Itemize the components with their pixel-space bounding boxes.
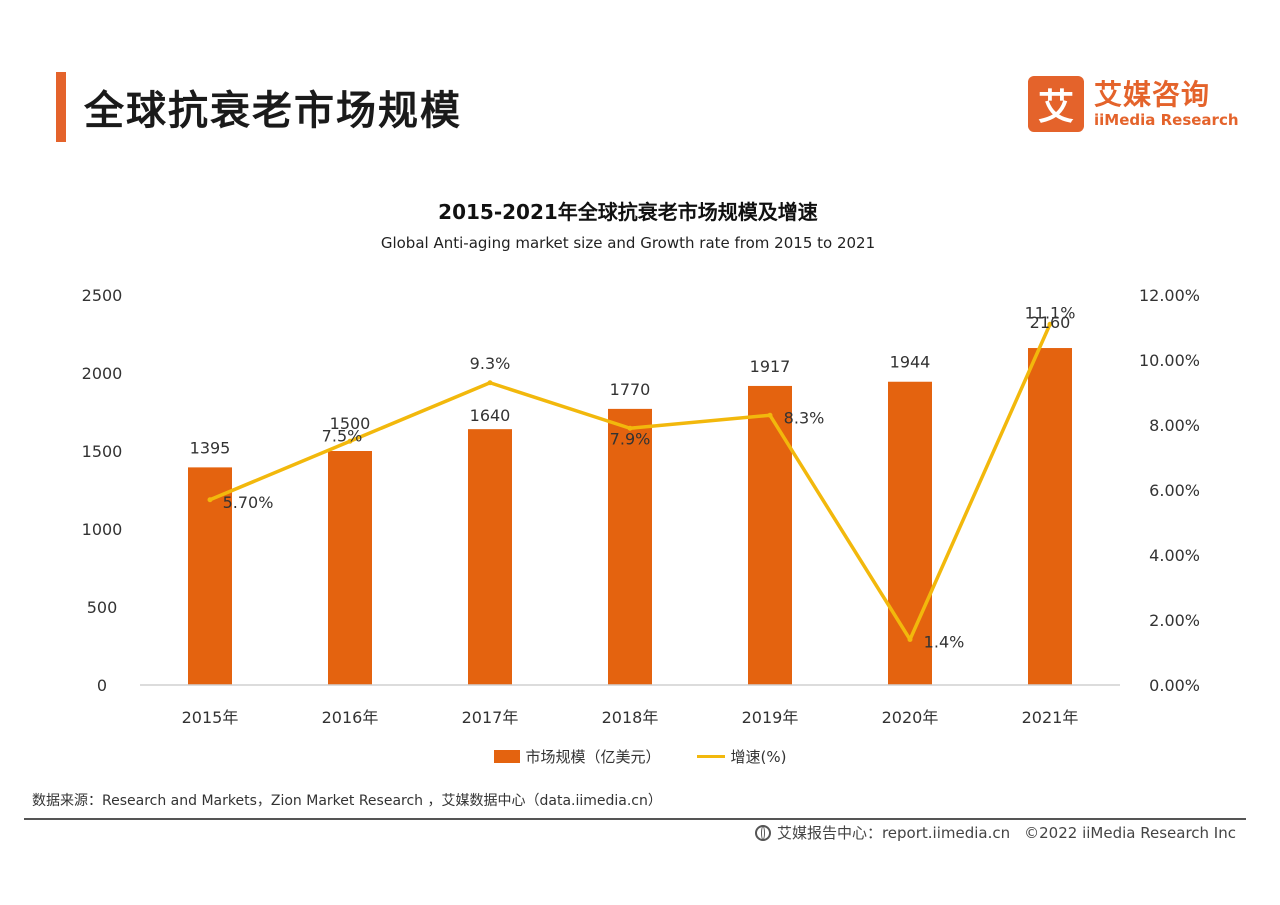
footer: 艾媒报告中心：report.iimedia.cn ©2022 iiMedia R…	[754, 822, 1236, 843]
growth-value-label: 7.9%	[610, 429, 651, 448]
growth-value-label: 1.4%	[924, 633, 965, 652]
growth-value-label: 9.3%	[470, 354, 511, 373]
bar-0	[188, 467, 232, 685]
y-left-tick-label: 1000	[82, 520, 123, 539]
bar-value-label: 1500	[330, 414, 371, 433]
page-title: 全球抗衰老市场规模	[84, 88, 462, 134]
x-tick-label: 2017年	[462, 708, 519, 727]
y-right-tick-label: 12.00%	[1139, 286, 1200, 305]
growth-value-label: 5.70%	[223, 493, 274, 512]
y-left-tick-label: 2500	[82, 286, 123, 305]
x-tick-label: 2021年	[1022, 708, 1079, 727]
growth-value-label: 7.5%	[322, 426, 363, 445]
bar-value-label: 1770	[610, 380, 651, 399]
growth-point-4	[767, 412, 773, 418]
bar-value-label: 1917	[750, 357, 791, 376]
bar-6	[1028, 348, 1072, 685]
y-right-tick-label: 6.00%	[1149, 481, 1200, 500]
growth-point-1	[347, 438, 353, 444]
y-left-tick-label: 2000	[82, 364, 123, 383]
bar-3	[608, 408, 652, 685]
title-accent-bar	[56, 72, 66, 142]
y-right-tick-label: 8.00%	[1149, 416, 1200, 435]
y-right-tick-label: 10.00%	[1139, 351, 1200, 370]
x-tick-label: 2015年	[182, 708, 239, 727]
legend-label-growth: 增速(%)	[730, 748, 787, 766]
bar-value-label: 2160	[1030, 313, 1071, 332]
footer-site: 艾媒报告中心：report.iimedia.cn	[776, 824, 1011, 842]
growth-point-2	[487, 380, 493, 386]
bar-value-label: 1395	[190, 438, 231, 457]
globe-icon	[754, 824, 771, 841]
y-right-tick-label: 0.00%	[1149, 676, 1200, 695]
logo-name-cn: 艾媒咨询	[1094, 78, 1211, 111]
bar-4	[748, 385, 792, 685]
data-source: 数据来源：Research and Markets，Zion Market Re…	[32, 793, 662, 809]
y-left-tick-label: 500	[87, 598, 118, 617]
chart-subtitle: Global Anti-aging market size and Growth…	[380, 234, 876, 252]
x-tick-label: 2018年	[602, 708, 659, 727]
footer-divider	[24, 818, 1246, 820]
legend-label-market-size: 市场规模（亿美元）	[525, 748, 661, 766]
growth-value-label: 8.3%	[784, 408, 825, 427]
bar-5	[888, 381, 932, 685]
bar-value-label: 1640	[470, 406, 511, 425]
growth-value-label: 11.1%	[1025, 303, 1076, 322]
y-left-tick-label: 1500	[82, 442, 123, 461]
y-right-tick-label: 2.00%	[1149, 611, 1200, 630]
x-tick-label: 2020年	[882, 708, 939, 727]
legend-line-swatch	[696, 755, 725, 758]
growth-point-0	[207, 497, 213, 503]
legend-item-growth: 增速(%)	[696, 746, 787, 767]
x-tick-label: 2019年	[742, 708, 799, 727]
logo-name-en: iiMedia Research	[1094, 111, 1239, 129]
y-right-tick-label: 4.00%	[1149, 546, 1200, 565]
chart-title: 2015-2021年全球抗衰老市场规模及增速	[438, 200, 818, 224]
bar-value-label: 1944	[890, 353, 931, 372]
bar-2	[468, 429, 512, 685]
iimedia-logo: 艾 艾媒咨询 iiMedia Research	[1028, 76, 1239, 132]
growth-point-3	[627, 425, 633, 431]
logo-mark-icon: 艾	[1028, 76, 1084, 132]
x-tick-label: 2016年	[322, 708, 379, 727]
y-left-tick-label: 0	[97, 676, 107, 695]
legend-bar-swatch	[493, 750, 520, 763]
market-chart: 0 500 1000 1500 2000 2500 0.00% 2.00% 4.00% 6.00%…	[82, 286, 1200, 727]
bar-1	[328, 451, 372, 685]
footer-copyright: ©2022 iiMedia Research Inc	[1024, 823, 1236, 842]
legend-item-market-size: 市场规模（亿美元）	[493, 746, 661, 767]
chart-legend: 市场规模（亿美元） 增速(%)	[0, 746, 1280, 767]
logo-text: 艾媒咨询 iiMedia Research	[1094, 78, 1239, 130]
growth-point-6	[1047, 321, 1053, 327]
growth-point-5	[907, 637, 913, 642]
